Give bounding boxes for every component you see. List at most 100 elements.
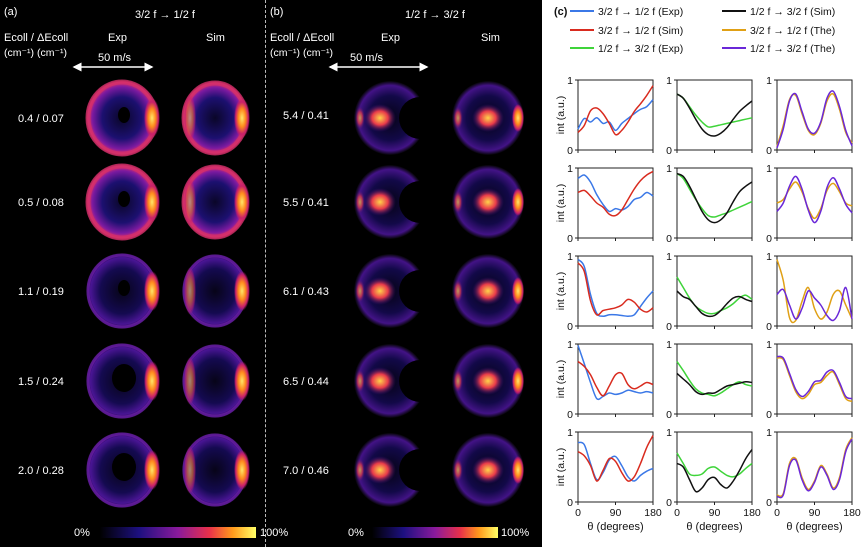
y-tick-label: 0: [567, 145, 573, 157]
y-tick-label: 0: [666, 497, 672, 509]
chart-axes: 01: [766, 163, 853, 245]
x-tick-label: 180: [743, 507, 761, 519]
y-tick-label: 1: [666, 251, 672, 263]
colorbar-a-min: 0%: [74, 527, 90, 539]
legend-swatch: [570, 10, 594, 13]
panel-b-row-energy: 5.4 / 0.41: [283, 110, 329, 122]
series-line: [577, 258, 654, 317]
y-axis-label: int (a.u.): [555, 184, 567, 223]
panel-b-title: 1/2 f → 3/2 f: [405, 9, 465, 21]
x-tick-label: 180: [843, 507, 861, 519]
series-line: [776, 92, 853, 147]
velocity-map: [354, 165, 441, 239]
legend-label: 3/2 f → 1/2 f (Sim): [598, 25, 684, 37]
velocity-map: [452, 81, 524, 155]
velocity-map: [182, 254, 250, 328]
legend-item: 3/2 f → 1/2 f (The): [722, 25, 835, 37]
panel-a-scale: 50 m/s: [98, 52, 132, 64]
y-tick-label: 0: [766, 233, 772, 245]
series-line: [577, 170, 654, 217]
series-line: [776, 175, 853, 224]
x-tick-label: 0: [774, 507, 780, 519]
series-line: [676, 93, 753, 137]
panel-a-row-energy: 0.4 / 0.07: [18, 113, 64, 125]
axes-frame: [676, 79, 753, 151]
colorbar-b-min: 0%: [348, 527, 364, 539]
y-tick-label: 0: [567, 497, 573, 509]
panel-a-row-energy: 2.0 / 0.28: [18, 465, 64, 477]
series-line: [776, 438, 853, 499]
velocity-map: [452, 165, 524, 239]
x-axis-label: θ (degrees): [686, 521, 742, 533]
series-line: [577, 441, 654, 482]
legend-item: 1/2 f → 3/2 f (Exp): [570, 43, 683, 55]
velocity-map: [85, 79, 160, 157]
legend-label: 3/2 f → 1/2 f (The): [750, 25, 836, 37]
series-line: [676, 172, 753, 224]
chart-axes: 01: [666, 339, 753, 421]
colorbar-b: [372, 527, 498, 538]
legend-item: 3/2 f → 1/2 f (Sim): [570, 25, 683, 37]
y-tick-label: 1: [766, 163, 772, 175]
colorbar-b-max: 100%: [501, 527, 530, 539]
axes-frame: [577, 431, 654, 503]
image-panel: (a) 3/2 f → 1/2 f Ecoll / ΔEcoll (cm⁻¹) …: [0, 0, 542, 547]
panel-a-col-sim: Sim: [206, 32, 225, 44]
x-tick-label: 90: [610, 507, 622, 519]
panel-b-row-energy: 7.0 / 0.46: [283, 465, 329, 477]
series-line: [676, 290, 753, 318]
panel-b-energy-header: Ecoll / ΔEcoll: [270, 32, 335, 44]
series-line: [577, 435, 654, 482]
series-line: [676, 361, 753, 397]
y-tick-label: 1: [567, 339, 573, 351]
chart-axes: 0 1 0 90 180 int (a.u.) θ (degrees): [555, 427, 662, 533]
velocity-map: [354, 344, 441, 418]
panel-b-col-sim: Sim: [481, 32, 500, 44]
legend-item: 1/2 f → 3/2 f (Sim): [722, 6, 835, 18]
series-line: [776, 437, 853, 498]
x-axis-label: θ (degrees): [587, 521, 643, 533]
legend-swatch: [570, 29, 594, 32]
velocity-map: [354, 254, 441, 328]
y-tick-label: 1: [666, 427, 672, 439]
x-tick-label: 90: [809, 507, 821, 519]
velocity-map-images: [85, 79, 524, 508]
y-tick-label: 1: [666, 163, 672, 175]
panel-b-row-energy: 6.1 / 0.43: [283, 286, 329, 298]
panel-a-title: 3/2 f → 1/2 f: [135, 9, 195, 21]
y-axis-label: int (a.u.): [555, 360, 567, 399]
chart-panel: (c) 3/2 f → 1/2 f (Exp) 1/2 f → 3/2 f (S…: [542, 0, 864, 547]
legend-swatch: [722, 10, 746, 13]
velocity-map: [182, 433, 250, 507]
legend-label: 1/2 f → 3/2 f (The): [750, 43, 836, 55]
y-axis-label: int (a.u.): [555, 448, 567, 487]
y-tick-label: 1: [567, 427, 573, 439]
panel-b-units: (cm⁻¹) (cm⁻¹): [270, 47, 333, 59]
chart-axes: 01: [666, 75, 753, 157]
chart-axes: 01: [666, 163, 753, 245]
legend-label: 1/2 f → 3/2 f (Sim): [750, 6, 836, 18]
legend-label: 3/2 f → 1/2 f (Exp): [598, 6, 684, 18]
panel-c-tag: (c): [554, 6, 568, 18]
axes-frame: [776, 167, 853, 239]
series-line: [776, 90, 853, 149]
axes-frame: [676, 167, 753, 239]
series-line: [577, 174, 654, 213]
y-tick-label: 1: [766, 75, 772, 87]
velocity-map: [181, 80, 250, 156]
x-tick-label: 90: [709, 507, 721, 519]
chart-axes: 01: [666, 251, 753, 333]
velocity-map: [86, 343, 160, 419]
y-tick-label: 0: [666, 321, 672, 333]
series-line: [776, 181, 853, 220]
series-line: [577, 99, 654, 132]
velocity-map: [86, 432, 160, 508]
velocity-map: [452, 433, 524, 507]
y-tick-label: 0: [567, 321, 573, 333]
axes-frame: [776, 343, 853, 415]
legend-swatch: [570, 47, 594, 50]
colorbar-a-max: 100%: [260, 527, 289, 539]
